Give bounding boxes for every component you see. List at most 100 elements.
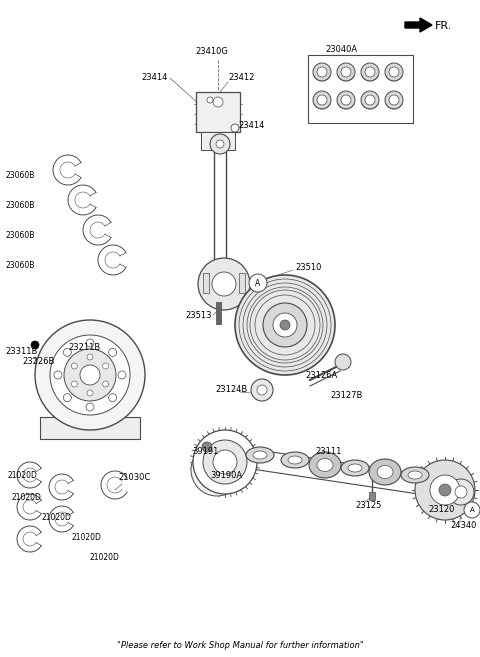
Circle shape: [212, 272, 236, 296]
Circle shape: [231, 124, 239, 132]
Circle shape: [35, 320, 145, 430]
Ellipse shape: [377, 466, 393, 478]
Circle shape: [63, 394, 72, 401]
Text: 21030C: 21030C: [118, 474, 150, 482]
Ellipse shape: [401, 467, 429, 483]
Ellipse shape: [246, 447, 274, 463]
Circle shape: [335, 354, 351, 370]
Text: 21020D: 21020D: [12, 493, 42, 503]
Circle shape: [313, 63, 331, 81]
Circle shape: [365, 67, 375, 77]
Text: 23510: 23510: [295, 263, 322, 273]
Text: 23124B: 23124B: [215, 386, 247, 394]
Circle shape: [389, 95, 399, 105]
Circle shape: [213, 450, 237, 474]
Text: 39190A: 39190A: [210, 472, 242, 480]
Circle shape: [389, 67, 399, 77]
Circle shape: [193, 430, 257, 494]
Circle shape: [191, 444, 243, 496]
Text: 23513: 23513: [185, 311, 212, 319]
Circle shape: [86, 339, 94, 347]
Circle shape: [361, 91, 379, 109]
Bar: [239, 273, 245, 293]
Circle shape: [202, 442, 212, 452]
Bar: [201, 132, 235, 150]
Ellipse shape: [408, 471, 422, 479]
Circle shape: [108, 394, 117, 401]
Circle shape: [207, 97, 213, 103]
Polygon shape: [405, 18, 432, 32]
Text: 21020D: 21020D: [90, 553, 120, 562]
Circle shape: [464, 502, 480, 518]
Text: "Please refer to Work Shop Manual for further information": "Please refer to Work Shop Manual for fu…: [117, 641, 363, 650]
Circle shape: [63, 348, 72, 356]
Circle shape: [317, 67, 327, 77]
Circle shape: [361, 63, 379, 81]
Circle shape: [313, 91, 331, 109]
Circle shape: [50, 335, 130, 415]
Ellipse shape: [369, 459, 401, 485]
Circle shape: [203, 456, 231, 484]
Circle shape: [72, 363, 77, 369]
Circle shape: [198, 258, 250, 310]
Text: 23060B: 23060B: [5, 231, 35, 240]
Circle shape: [86, 403, 94, 411]
Circle shape: [87, 390, 93, 396]
Circle shape: [31, 341, 39, 349]
Circle shape: [213, 97, 223, 107]
Circle shape: [337, 63, 355, 81]
Ellipse shape: [309, 452, 341, 478]
Circle shape: [341, 67, 351, 77]
Text: 23111: 23111: [315, 447, 341, 457]
Circle shape: [64, 349, 116, 401]
Text: 23120: 23120: [428, 505, 455, 514]
Text: A: A: [255, 279, 261, 288]
Ellipse shape: [317, 459, 333, 472]
Text: 23414: 23414: [238, 120, 264, 129]
Text: 23040A: 23040A: [325, 45, 357, 55]
Circle shape: [118, 371, 126, 379]
Circle shape: [87, 354, 93, 360]
Circle shape: [385, 63, 403, 81]
Bar: [196, 92, 240, 132]
Circle shape: [448, 479, 474, 505]
Circle shape: [430, 475, 460, 505]
Text: A: A: [469, 507, 474, 513]
Bar: [369, 492, 375, 500]
Circle shape: [108, 348, 117, 356]
Circle shape: [415, 460, 475, 520]
Bar: [308, 55, 413, 123]
Text: 23060B: 23060B: [5, 171, 35, 181]
Circle shape: [455, 486, 467, 498]
Text: 39191: 39191: [192, 447, 218, 457]
Text: 23226B: 23226B: [22, 357, 54, 367]
Ellipse shape: [348, 464, 362, 472]
Ellipse shape: [253, 451, 267, 459]
Text: 23412: 23412: [228, 74, 254, 83]
Ellipse shape: [288, 456, 302, 464]
Text: 23060B: 23060B: [5, 261, 35, 271]
Ellipse shape: [281, 452, 309, 468]
Circle shape: [251, 379, 273, 401]
Circle shape: [80, 365, 100, 385]
Circle shape: [273, 313, 297, 337]
Circle shape: [54, 371, 62, 379]
Text: 21020D: 21020D: [8, 470, 38, 480]
Circle shape: [216, 140, 224, 148]
Circle shape: [103, 363, 108, 369]
Circle shape: [257, 385, 267, 395]
Text: FR.: FR.: [435, 21, 452, 31]
Text: 21020D: 21020D: [72, 533, 102, 543]
Text: 23410G: 23410G: [195, 47, 228, 57]
Text: 23127B: 23127B: [330, 390, 362, 399]
Text: 23311B: 23311B: [5, 348, 37, 357]
Text: 23060B: 23060B: [5, 202, 35, 210]
Circle shape: [210, 134, 230, 154]
Circle shape: [235, 275, 335, 375]
Circle shape: [103, 381, 108, 387]
Ellipse shape: [341, 460, 369, 476]
Text: 23126A: 23126A: [305, 371, 337, 380]
Text: 23414: 23414: [142, 74, 168, 83]
Text: 21020D: 21020D: [42, 514, 72, 522]
Circle shape: [280, 320, 290, 330]
